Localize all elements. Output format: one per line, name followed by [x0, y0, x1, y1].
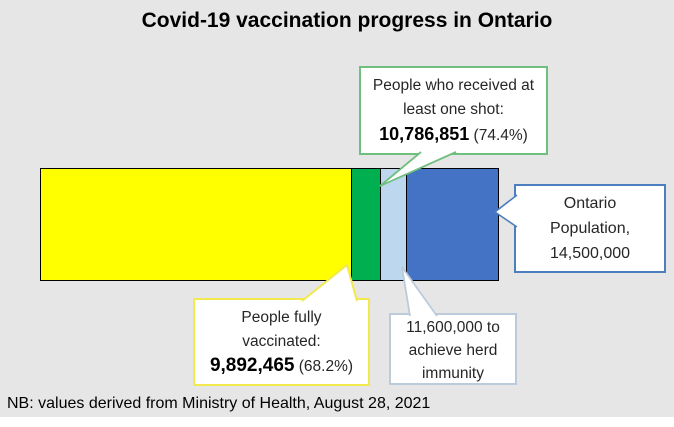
callout-herd-line2: achieve herd: [408, 342, 498, 359]
chart-title: Covid-19 vaccination progress in Ontario: [141, 9, 553, 32]
bar-segment-remaining-population: [407, 169, 498, 280]
callout-fully-line2: vaccinated:: [242, 333, 321, 350]
callout-herd-line3: immunity: [421, 365, 484, 382]
stacked-bar: [40, 168, 499, 281]
source-note: NB: values derived from Ministry of Heal…: [7, 395, 431, 412]
bar-segment-one-shot-only: [351, 169, 381, 280]
callout-one-shot-line1: People who received at: [372, 77, 535, 94]
callout-population-line1: Ontario: [563, 195, 617, 212]
callout-herd-immunity: 11,600,000 to achieve herd immunity: [389, 313, 517, 385]
callout-one-shot: People who received at least one shot: 1…: [359, 66, 548, 155]
callout-one-shot-line2: least one shot:: [403, 101, 504, 118]
bar-segment-fully-vaccinated: [41, 169, 352, 280]
one-shot-percent: (74.4%): [469, 127, 528, 144]
callout-fully-vaccinated: People fully vaccinated: 9,892,465 (68.2…: [193, 298, 370, 386]
callout-population: Ontario Population, 14,500,000: [514, 184, 666, 273]
callout-fully-line1: People fully: [241, 309, 322, 326]
callout-population-line3: 14,500,000: [549, 245, 631, 262]
one-shot-number: 10,786,851: [379, 124, 470, 144]
callout-fully-value: 9,892,465 (68.2%): [195, 354, 368, 379]
callout-herd-line1: 11,600,000 to: [406, 319, 500, 336]
callout-population-line2: Population,: [549, 220, 631, 237]
fully-number: 9,892,465: [209, 355, 295, 376]
fully-percent: (68.2%): [294, 358, 354, 375]
callout-one-shot-value: 10,786,851 (74.4%): [361, 122, 546, 148]
bar-segment-herd-immunity-gap: [380, 169, 408, 280]
